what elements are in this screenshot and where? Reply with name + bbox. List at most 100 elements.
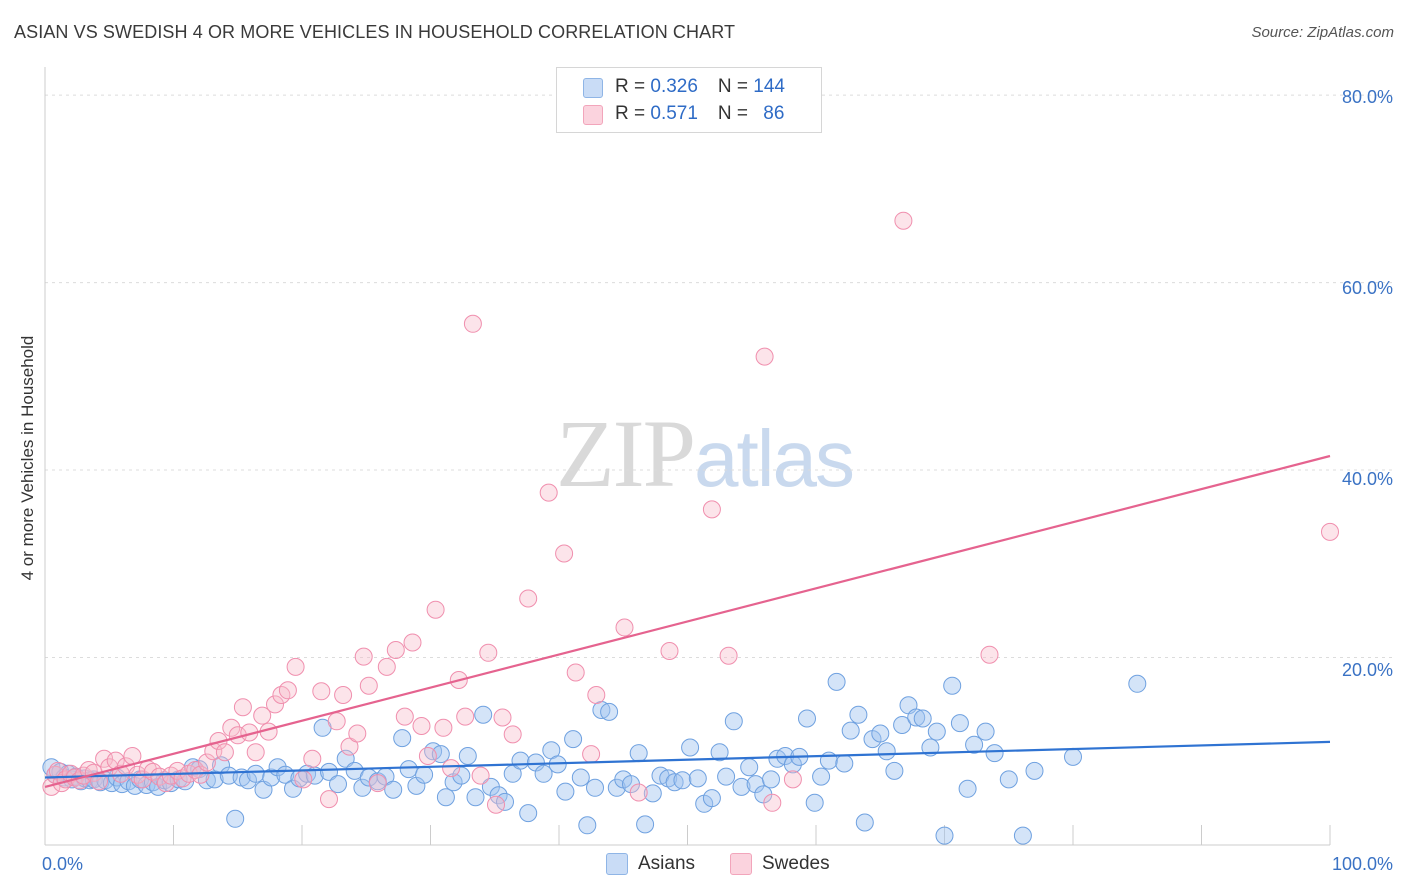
y-tick-label: 20.0%: [1341, 660, 1393, 680]
data-point-swedes: [359, 676, 378, 695]
legend-n-value-asians: 144: [753, 76, 785, 97]
data-point-swedes: [503, 725, 522, 744]
data-point-asians: [805, 793, 824, 812]
data-point-swedes: [629, 783, 648, 802]
data-point-swedes: [412, 717, 431, 735]
data-point-asians: [740, 758, 759, 777]
data-point-swedes: [471, 766, 490, 785]
trend-line-asians: [44, 740, 1331, 779]
y-tick-label: 60.0%: [1341, 278, 1393, 298]
data-point-swedes: [386, 641, 405, 659]
x-tick-label: 0.0%: [42, 854, 84, 874]
y-axis-label: 4 or more Vehicles in Household: [18, 335, 37, 581]
data-point-asians: [600, 702, 619, 721]
data-point-swedes: [463, 314, 482, 333]
data-point-asians: [636, 815, 655, 834]
data-point-swedes: [493, 708, 512, 727]
data-point-swedes: [434, 718, 453, 737]
chart-source: Source: ZipAtlas.com: [1251, 24, 1394, 41]
watermark-zip: ZIP: [556, 400, 696, 507]
data-point-asians: [1128, 674, 1147, 693]
legend-n-label: N =: [717, 76, 754, 97]
data-point-swedes: [539, 483, 558, 502]
data-point-swedes: [222, 718, 241, 737]
data-point-asians: [702, 789, 721, 808]
data-point-swedes: [377, 657, 396, 676]
data-point-asians: [717, 767, 736, 786]
data-point-asians: [643, 784, 662, 803]
data-point-swedes: [442, 759, 461, 778]
data-point-swedes: [253, 706, 272, 725]
data-point-asians: [571, 768, 590, 787]
data-point-asians: [885, 761, 904, 780]
data-point-asians: [812, 767, 831, 786]
data-point-swedes: [479, 643, 498, 662]
series-swatch-swedes: [730, 853, 752, 875]
data-point-asians: [1064, 747, 1082, 766]
data-point-swedes: [719, 646, 738, 665]
data-point-swedes: [763, 793, 782, 812]
data-point-asians: [556, 782, 575, 801]
legend-r-label: R =: [615, 103, 651, 124]
data-point-asians: [393, 729, 412, 748]
series-legend: Asians Swedes: [0, 852, 1406, 876]
data-point-asians: [913, 709, 932, 728]
data-point-asians: [849, 705, 868, 724]
data-point-swedes: [418, 747, 437, 765]
legend-r-value-swedes: 0.571: [650, 103, 698, 124]
data-point-swedes: [426, 600, 445, 619]
data-point-asians: [871, 724, 890, 743]
data-point-asians: [976, 722, 995, 741]
legend-r-label: R =: [615, 76, 651, 97]
data-point-swedes: [660, 642, 679, 660]
data-point-asians: [564, 730, 583, 749]
data-point-asians: [835, 754, 854, 773]
data-point-asians: [762, 770, 780, 789]
data-point-swedes: [95, 749, 114, 768]
zipatlas-watermark: ZIPatlas: [556, 398, 855, 509]
data-point-swedes: [395, 707, 414, 726]
data-point-swedes: [233, 698, 252, 717]
data-point-asians: [458, 747, 477, 765]
series-swatch-asians: [606, 853, 628, 875]
data-point-asians: [927, 722, 946, 741]
data-point-asians: [119, 772, 138, 791]
data-point-swedes: [266, 695, 284, 714]
legend-r-value-asians: 0.326: [650, 76, 698, 97]
data-point-swedes: [334, 686, 353, 704]
data-point-asians: [965, 735, 984, 754]
data-point-swedes: [303, 749, 322, 768]
data-point-swedes: [278, 681, 297, 700]
data-point-swedes: [312, 682, 331, 701]
data-point-asians: [436, 788, 455, 807]
data-point-swedes: [566, 663, 585, 682]
data-point-swedes: [702, 500, 721, 519]
data-point-swedes: [340, 737, 359, 756]
data-point-asians: [466, 788, 485, 807]
data-point-asians: [724, 712, 743, 731]
data-point-asians: [629, 744, 648, 763]
data-point-asians: [1025, 761, 1044, 780]
data-point-asians: [519, 804, 538, 823]
data-point-asians: [877, 742, 896, 761]
data-point-asians: [999, 770, 1018, 789]
chart-title: ASIAN VS SWEDISH 4 OR MORE VEHICLES IN H…: [14, 22, 736, 42]
legend-text-swedes: R = 0.571 N = 86: [615, 102, 784, 126]
data-point-swedes: [783, 770, 802, 789]
data-point-swedes: [286, 657, 305, 676]
data-point-swedes: [246, 743, 265, 762]
data-point-asians: [681, 738, 700, 757]
data-point-swedes: [487, 795, 505, 814]
trend-line-swedes: [44, 454, 1331, 788]
data-point-asians: [943, 676, 962, 695]
data-point-asians: [586, 778, 604, 797]
data-point-asians: [985, 744, 1004, 763]
legend-n-label: N =: [717, 103, 754, 124]
data-point-asians: [710, 743, 729, 762]
data-point-asians: [732, 777, 751, 796]
data-point-asians: [336, 749, 355, 768]
data-point-swedes: [348, 724, 367, 743]
series-label-asians: Asians: [638, 853, 696, 874]
correlation-legend: R = 0.326 N = 144 R = 0.571 N = 86: [556, 67, 822, 133]
legend-n-value-swedes: 86: [763, 103, 785, 124]
